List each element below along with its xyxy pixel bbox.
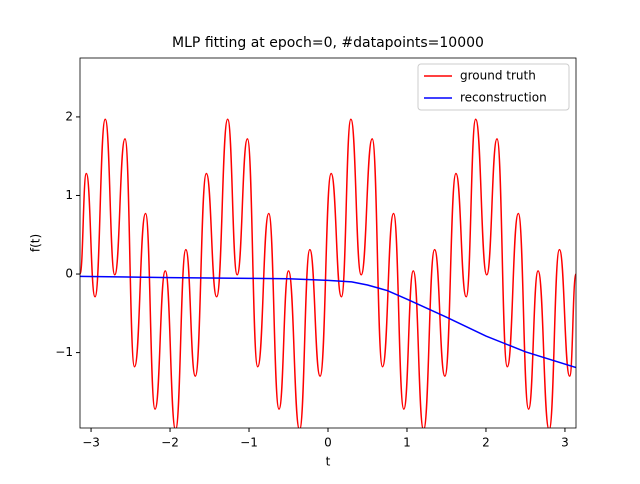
x-tick-label: 2 bbox=[482, 436, 490, 450]
y-tick-label: 2 bbox=[65, 109, 73, 123]
legend-label: reconstruction bbox=[460, 91, 547, 105]
y-tick-label: 1 bbox=[65, 188, 73, 202]
axes-frame bbox=[79, 57, 577, 429]
legend-box bbox=[417, 63, 570, 111]
y-axis-label: f(t) bbox=[29, 234, 43, 252]
legend-label: ground truth bbox=[460, 69, 536, 83]
y-tick-label: −1 bbox=[55, 345, 73, 359]
x-tick-label: −3 bbox=[82, 436, 100, 450]
chart-title: MLP fitting at epoch=0, #datapoints=1000… bbox=[172, 35, 484, 51]
x-tick-label: 3 bbox=[561, 436, 569, 450]
x-tick-label: 1 bbox=[403, 436, 411, 450]
x-tick-label: 0 bbox=[324, 436, 332, 450]
series-line bbox=[80, 118, 576, 428]
x-tick-label: −2 bbox=[161, 436, 179, 450]
x-axis-label: t bbox=[326, 455, 331, 469]
series-line bbox=[80, 275, 576, 369]
x-tick-label: −1 bbox=[240, 436, 258, 450]
y-tick-label: 0 bbox=[65, 267, 73, 281]
